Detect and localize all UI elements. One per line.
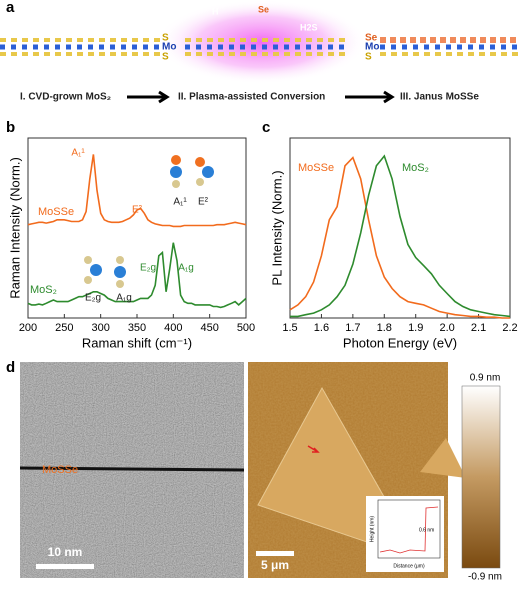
x-tick-label: 2.1: [471, 322, 486, 334]
arrow: [127, 90, 170, 104]
plasma-label: Se: [258, 4, 269, 14]
plot-frame: [27, 137, 247, 319]
panel-label: c: [262, 119, 270, 136]
y-axis-label: PL Intensity (Norm.): [269, 170, 284, 285]
annotation: A₁g: [178, 263, 194, 274]
tem-label: MoSSe: [42, 464, 78, 476]
series-label: MoS₂: [30, 284, 57, 296]
x-tick-label: 1.8: [377, 322, 392, 334]
y-axis-label: Raman Intensity (Norm.): [7, 157, 22, 299]
x-tick-label: 200: [19, 322, 37, 334]
x-axis-label: Raman shift (cm⁻¹): [82, 335, 192, 350]
atom-label: S: [162, 52, 169, 63]
step-label: II. Plasma-assisted Conversion: [178, 92, 325, 103]
panel-e: e 0.6 nm Distance (μm) Height (nm) 5 μm …: [248, 359, 502, 583]
panel-label: a: [6, 0, 15, 16]
colorbar-label: -0.9 nm: [468, 572, 502, 583]
flake: [420, 438, 466, 478]
x-tick-label: 1.9: [408, 322, 423, 334]
annotation: E²: [198, 197, 209, 208]
x-tick-label: 1.7: [345, 322, 360, 334]
series-label: MoSSe: [298, 162, 334, 174]
annotation: A₁g: [116, 293, 132, 304]
series-line: [290, 154, 511, 318]
x-axis-label: Photon Energy (eV): [343, 335, 457, 350]
atom-label: Mo: [365, 42, 379, 53]
interface-line: [19, 466, 245, 472]
x-tick-label: 300: [91, 322, 109, 334]
panel-a: a S Mo S Se Mo S H Se H2S I. CVD-grown M…: [0, 0, 520, 104]
x-tick-label: 500: [237, 322, 255, 334]
series-line: [289, 156, 510, 319]
scale-label: 10 nm: [48, 545, 83, 559]
plasma-label: H: [212, 6, 219, 16]
atom-label: S: [162, 33, 169, 44]
x-tick-label: 1.5: [282, 322, 297, 334]
colorbar-label: 0.9 nm: [470, 373, 501, 384]
x-tick-label: 400: [164, 322, 182, 334]
annotation: A₁¹: [71, 148, 85, 159]
atom-label: Se: [365, 33, 378, 44]
raman-icons: [84, 155, 214, 288]
step-label: I. CVD-grown MoS₂: [20, 92, 111, 103]
scale-label: 5 μm: [261, 558, 289, 572]
plasma-label: H2S: [300, 22, 318, 32]
panel-label: d: [6, 359, 15, 376]
x-tick-label: 2.0: [439, 322, 454, 334]
annotation: E²: [132, 205, 143, 216]
x-tick-label: 250: [55, 322, 73, 334]
inset-profile: [379, 506, 439, 554]
series-label: MoSSe: [38, 206, 74, 218]
atom-label: Mo: [162, 42, 176, 53]
x-tick-label: 450: [200, 322, 218, 334]
inset-xlabel: Distance (μm): [393, 563, 425, 569]
series-line: [27, 242, 247, 309]
x-tick-label: 2.2: [502, 322, 517, 334]
colorbar: [461, 385, 501, 569]
annotation: E₂g: [85, 293, 101, 304]
series-line: [27, 154, 247, 228]
annotation: E₂g: [140, 263, 156, 274]
annotation: A₁¹: [173, 197, 187, 208]
x-tick-label: 350: [128, 322, 146, 334]
atom-label: S: [365, 52, 372, 63]
inset: [366, 496, 444, 572]
inset-ylabel: Height (nm): [369, 516, 375, 542]
lattice-left: [0, 38, 160, 56]
series-label: MoS₂: [402, 162, 429, 174]
x-tick-label: 1.6: [314, 322, 329, 334]
scale-bar: [36, 564, 94, 569]
lattice-right: [380, 37, 520, 56]
lattice-middle: [185, 38, 345, 56]
scale-bar: [256, 551, 294, 556]
arrow: [345, 90, 395, 104]
panel-d: d MoSSe 10 nm: [6, 359, 245, 578]
panel-label: b: [6, 119, 15, 136]
inset-annotation: 0.6 nm: [419, 527, 434, 533]
step-label: III. Janus MoSSe: [400, 92, 479, 103]
plot-frame: [289, 137, 511, 319]
